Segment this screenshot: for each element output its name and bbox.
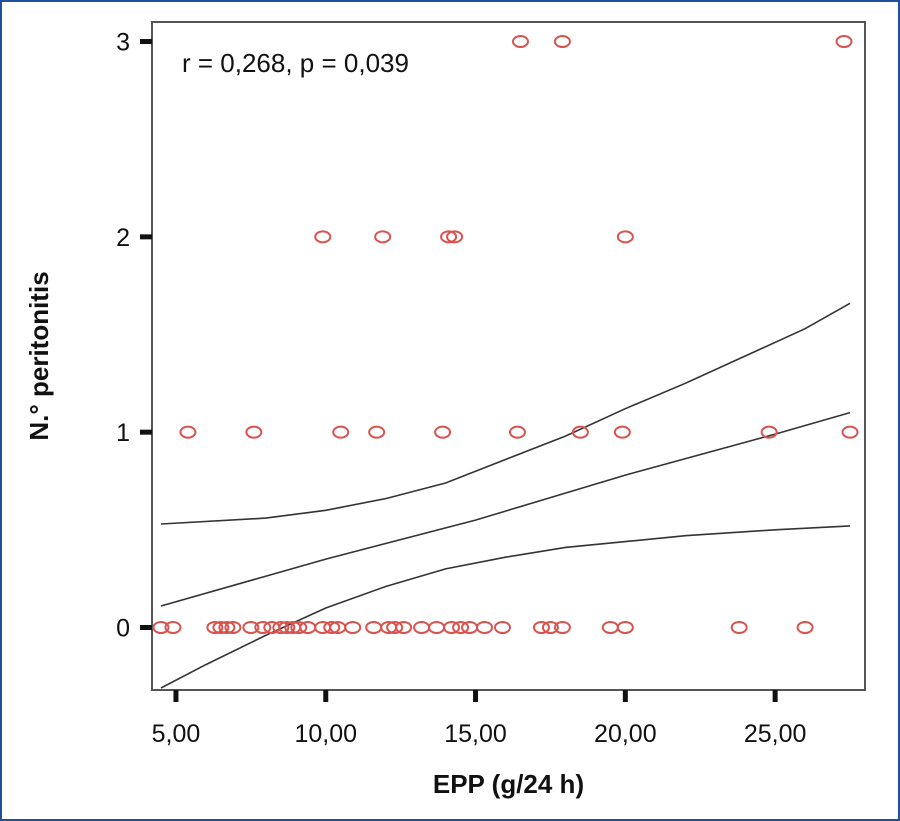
data-point xyxy=(760,425,778,439)
data-point xyxy=(601,620,619,634)
x-axis-title: EPP (g/24 h) xyxy=(433,769,584,799)
data-point xyxy=(206,620,224,634)
data-points xyxy=(152,35,859,634)
data-point xyxy=(616,230,634,244)
data-point xyxy=(476,620,494,634)
regression-lines xyxy=(160,302,851,689)
data-point xyxy=(835,35,853,49)
ci-upper-line xyxy=(160,302,851,525)
data-point xyxy=(613,425,631,439)
y-axis-title: N.° peritonitis xyxy=(24,271,54,440)
data-point xyxy=(323,620,341,634)
data-point xyxy=(395,620,413,634)
x-tick-label: 25,00 xyxy=(744,720,807,748)
data-point xyxy=(532,620,550,634)
data-point xyxy=(299,620,317,634)
data-point xyxy=(212,620,230,634)
correlation-annotation: r = 0,268, p = 0,039 xyxy=(182,48,409,78)
data-point xyxy=(374,230,392,244)
y-tick-label: 1 xyxy=(116,419,130,447)
y-tick-label: 3 xyxy=(116,29,130,57)
data-point xyxy=(164,620,182,634)
data-point xyxy=(541,620,559,634)
data-point xyxy=(254,620,272,634)
data-point xyxy=(446,230,464,244)
data-point xyxy=(368,425,386,439)
plot-area xyxy=(151,21,866,691)
data-point xyxy=(440,230,458,244)
data-point xyxy=(413,620,431,634)
data-point xyxy=(508,425,526,439)
data-point xyxy=(314,230,332,244)
data-point xyxy=(434,425,452,439)
data-point xyxy=(386,620,404,634)
data-point xyxy=(494,620,512,634)
data-point xyxy=(152,620,170,634)
ci-lower-line xyxy=(160,525,851,689)
data-point xyxy=(461,620,479,634)
regression-fit-line xyxy=(160,411,851,607)
data-point xyxy=(344,620,362,634)
data-point xyxy=(179,425,197,439)
data-point xyxy=(443,620,461,634)
x-tick-label: 10,00 xyxy=(294,720,357,748)
x-axis: 5,00 10,00 15,00 20,00 25,00 xyxy=(152,690,807,748)
data-point xyxy=(796,620,814,634)
data-point xyxy=(245,425,263,439)
data-point xyxy=(290,620,308,634)
data-point xyxy=(428,620,446,634)
x-tick-label: 20,00 xyxy=(594,720,657,748)
y-tick-label: 2 xyxy=(116,224,130,252)
data-point xyxy=(553,35,571,49)
x-tick-label: 15,00 xyxy=(444,720,507,748)
y-tick-label: 0 xyxy=(116,614,130,642)
data-point xyxy=(242,620,260,634)
data-point xyxy=(553,620,571,634)
data-point xyxy=(365,620,383,634)
data-point xyxy=(730,620,748,634)
data-point xyxy=(224,620,242,634)
y-axis: 0 1 2 3 xyxy=(116,29,152,642)
data-point xyxy=(452,620,470,634)
data-point xyxy=(272,620,290,634)
data-point xyxy=(278,620,296,634)
data-point xyxy=(218,620,236,634)
data-point xyxy=(332,425,350,439)
data-point xyxy=(511,35,529,49)
data-point xyxy=(616,620,634,634)
data-point xyxy=(841,425,859,439)
data-point xyxy=(571,425,589,439)
x-tick-label: 5,00 xyxy=(152,720,201,748)
